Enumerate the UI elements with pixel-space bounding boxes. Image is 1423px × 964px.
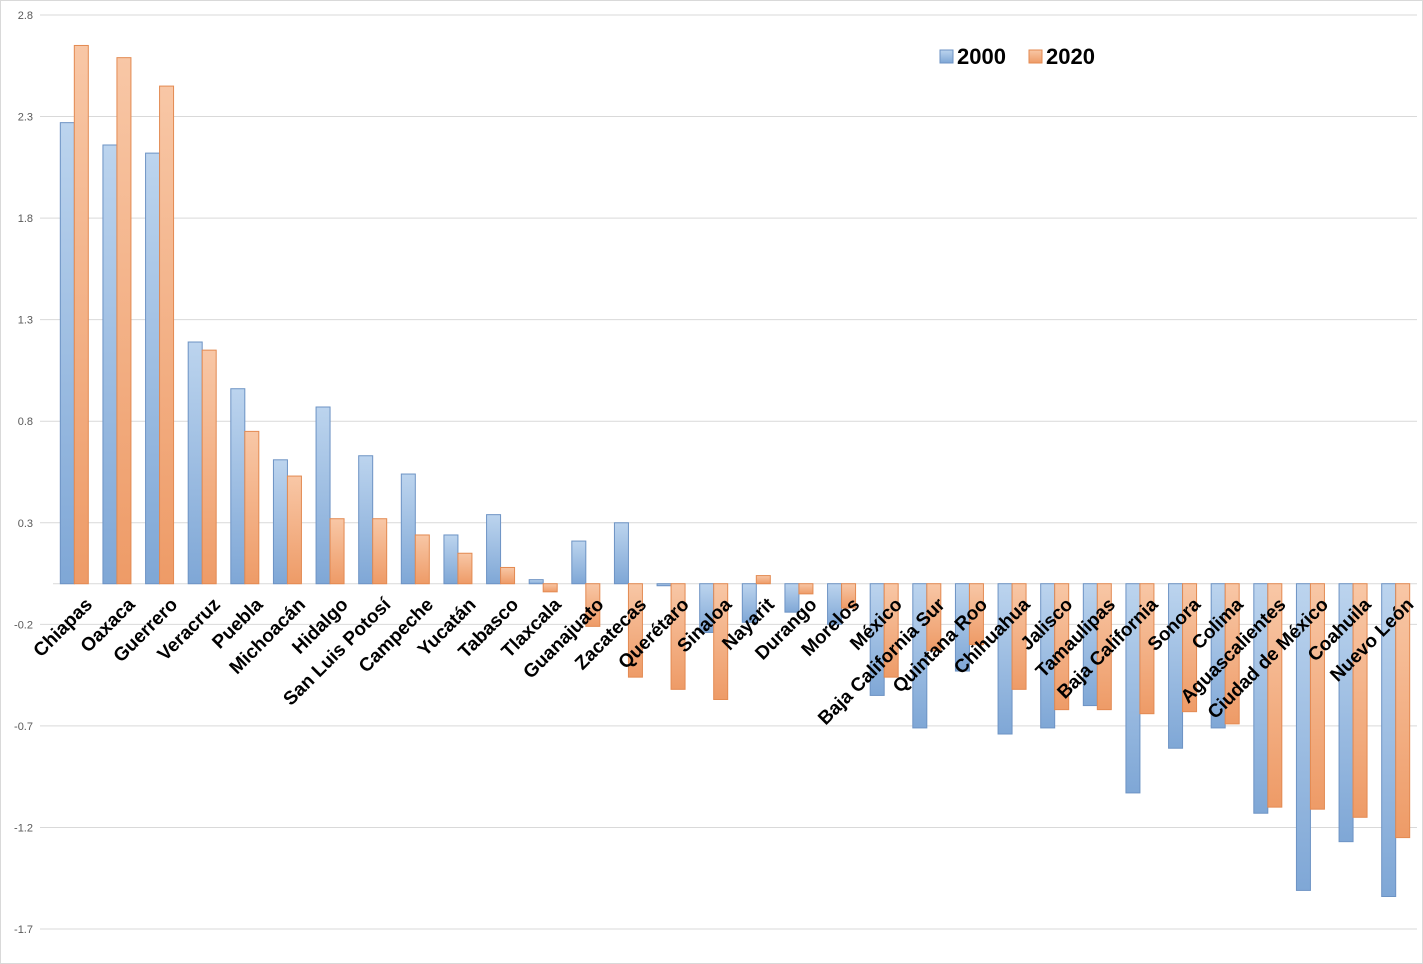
y-tick-label: -1.7 [14, 924, 33, 936]
bar-2000-0 [59, 122, 75, 585]
bar-2000-8 [400, 473, 416, 585]
bar-2020-21 [968, 583, 984, 646]
bar-2000-1 [102, 144, 118, 585]
bar-2000-16 [741, 583, 757, 623]
legend: 2000 2020 [939, 44, 1095, 69]
bar-2020-16 [755, 575, 771, 585]
y-tick-label: 2.3 [18, 112, 33, 124]
bar-2000-4 [230, 388, 246, 585]
bar-2020-18 [841, 583, 857, 609]
bar-2020-19 [883, 583, 899, 678]
bar-2020-5 [286, 475, 302, 585]
bar-2020-31 [1395, 583, 1411, 839]
bars [59, 44, 1411, 898]
bar-2000-17 [784, 583, 800, 613]
bar-2020-24 [1096, 583, 1112, 711]
bar-2020-7 [372, 518, 388, 585]
bar-2000-6 [315, 406, 331, 585]
legend-swatch-2020 [1028, 49, 1043, 64]
bar-2020-2 [159, 85, 175, 585]
bar-2020-14 [670, 583, 686, 690]
bar-2020-25 [1139, 583, 1155, 715]
gridlines [40, 14, 1417, 930]
bar-2020-0 [73, 44, 89, 585]
y-axis-tick-labels: 2.8 2.3 1.8 1.3 0.8 0.3 -0.2 -0.7 -1.2 -1.7 [14, 10, 33, 936]
bar-2020-29 [1309, 583, 1325, 810]
bar-2000-10 [486, 514, 502, 585]
bar-2000-13 [613, 522, 629, 585]
bar-2000-7 [358, 455, 374, 585]
bar-2020-11 [542, 583, 558, 593]
bar-2020-10 [500, 566, 516, 585]
bar-2000-12 [571, 540, 587, 585]
y-tick-label: 1.3 [18, 315, 33, 327]
bar-2020-12 [585, 583, 601, 627]
y-tick-label: -1.2 [14, 822, 33, 834]
bar-2000-11 [528, 579, 544, 585]
y-tick-label: 1.8 [18, 213, 33, 225]
bar-2020-17 [798, 583, 814, 595]
legend-label-2000: 2000 [957, 44, 1006, 69]
bar-2000-2 [145, 152, 161, 585]
bar-2000-5 [272, 459, 288, 585]
bar-2020-22 [1011, 583, 1027, 690]
y-tick-label: -0.2 [14, 619, 33, 631]
bar-2020-13 [627, 583, 643, 678]
y-tick-label: 2.8 [18, 10, 33, 22]
y-tick-label: 0.3 [18, 518, 33, 530]
bar-2020-28 [1267, 583, 1283, 808]
bar-2020-6 [329, 518, 345, 585]
bar-2020-27 [1224, 583, 1240, 725]
legend-label-2020: 2020 [1046, 44, 1095, 69]
bar-2020-8 [414, 534, 430, 585]
bar-2020-30 [1352, 583, 1368, 818]
bar-2000-24 [1082, 583, 1098, 707]
y-tick-label: 0.8 [18, 416, 33, 428]
legend-swatch-2000 [939, 49, 954, 64]
y-tick-label: -0.7 [14, 721, 33, 733]
bar-2000-9 [443, 534, 459, 585]
bar-2020-26 [1182, 583, 1198, 713]
bar-2000-3 [187, 341, 203, 585]
bar-2020-1 [116, 57, 132, 585]
bar-2020-15 [713, 583, 729, 700]
bar-2020-9 [457, 552, 473, 585]
bar-2020-20 [926, 583, 942, 652]
bar-2000-20 [912, 583, 928, 729]
bar-2020-23 [1054, 583, 1070, 711]
bar-2020-4 [244, 430, 260, 585]
bar-2000-14 [656, 583, 672, 587]
bar-2020-3 [201, 349, 217, 585]
